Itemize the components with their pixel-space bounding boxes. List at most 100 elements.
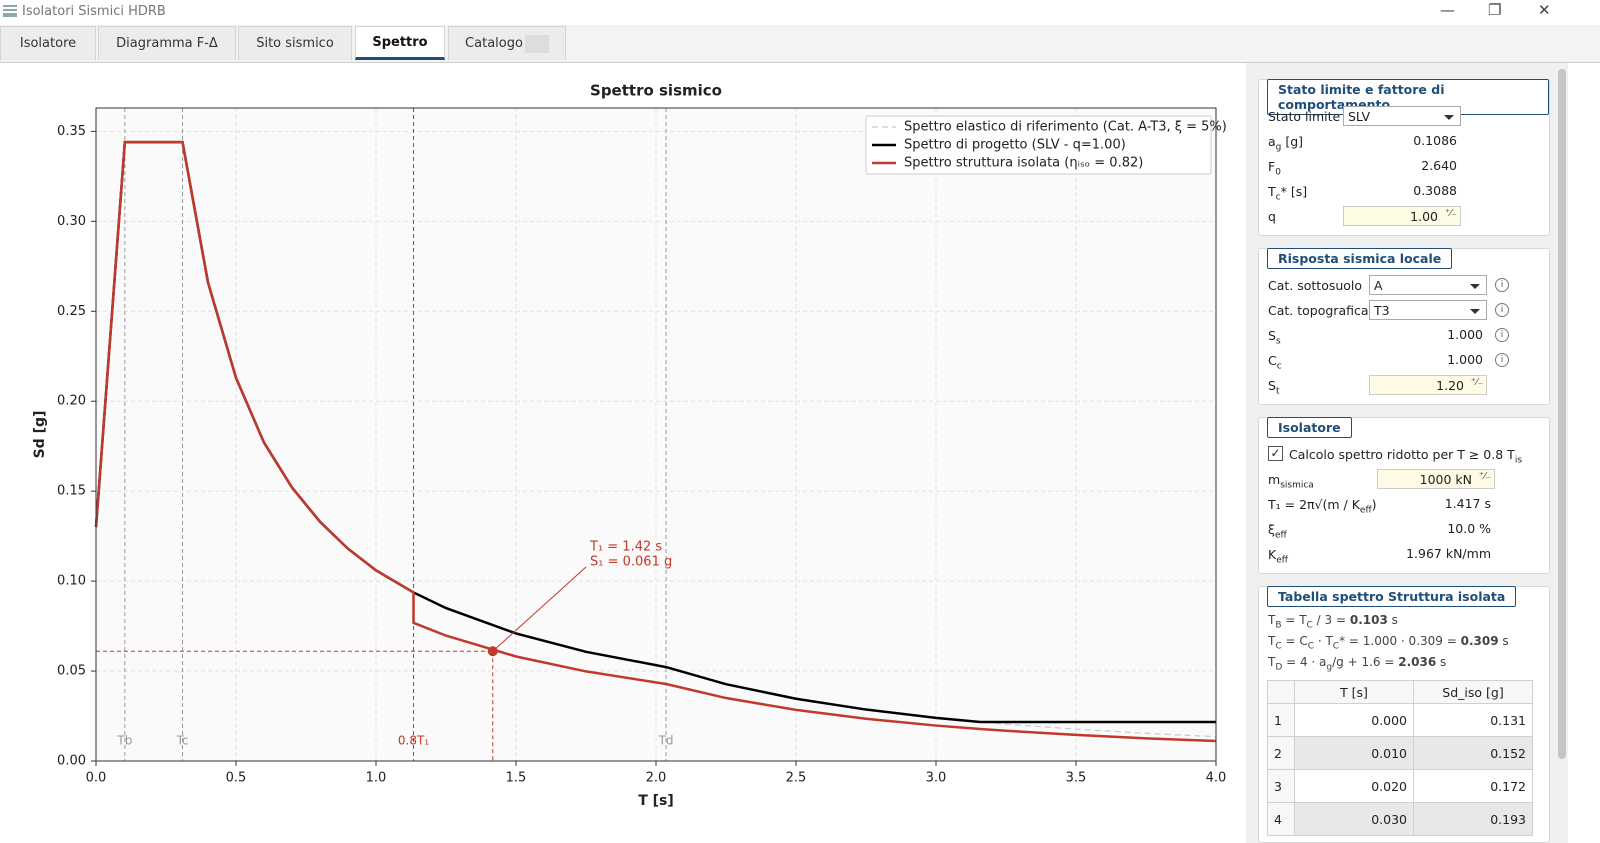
text: T — [1268, 655, 1276, 669]
side-panel: Stato limite e fattore di comportamento S… — [1246, 63, 1568, 843]
corner — [1267, 680, 1295, 704]
text: Cat. sottosuolo — [1268, 278, 1363, 293]
close-button[interactable]: ✕ — [1538, 1, 1551, 19]
column-header: T [s] — [1294, 680, 1414, 704]
table-cell: 0.131 — [1413, 703, 1533, 737]
text: T₁ = 2π√(m / K — [1268, 497, 1360, 512]
y-tick-label: 0.05 — [57, 664, 86, 679]
text: / 3 = — [1312, 613, 1350, 627]
text: a — [1268, 134, 1276, 149]
form-row: Stato limite SLV — [1259, 104, 1549, 129]
text: * = 1.000 · 0.309 = — [1339, 634, 1461, 648]
reference-label: Td — [658, 734, 674, 748]
field-label: T₁ = 2π√(m / Keff) — [1268, 497, 1377, 516]
text: F — [1268, 159, 1276, 174]
form-row: Cat. topografica T3 i — [1259, 298, 1549, 323]
subscript: c — [1276, 361, 1282, 372]
formula-line: TD = 4 · ag/g + 1.6 = 2.036 s — [1259, 653, 1549, 674]
tab-label: Diagramma F-Δ — [116, 36, 218, 51]
legend-entry: Spettro di progetto (SLV - q=1.00) — [904, 138, 1126, 153]
formula-line: TC = CC · TC* = 1.000 · 0.309 = 0.309 s — [1259, 632, 1549, 653]
info-icon[interactable]: i — [1495, 353, 1509, 367]
x-tick-label: 0.0 — [86, 771, 107, 786]
plot-frame — [95, 107, 1217, 762]
marker-point — [487, 646, 498, 657]
y-tick-label: 0.20 — [57, 394, 86, 409]
subscript: t — [1275, 386, 1280, 397]
legend: Spettro elastico di riferimento (Cat. A-… — [865, 115, 1227, 175]
bold-text: 0.309 — [1460, 634, 1499, 648]
subscript: 0 — [1275, 167, 1281, 178]
y-tick-label: 0.30 — [57, 214, 86, 229]
x-tick-label: 1.5 — [506, 771, 527, 786]
spin-input[interactable]: 1.00 — [1343, 206, 1461, 226]
text: = T — [1281, 613, 1307, 627]
x-tick-label: 0.5 — [226, 771, 247, 786]
bold-text: 2.036 — [1398, 655, 1437, 669]
scrollbar[interactable] — [1558, 69, 1566, 759]
subscript: eff — [1274, 530, 1287, 541]
form-row: Cc 1.000 i — [1259, 348, 1549, 373]
info-icon[interactable]: i — [1495, 303, 1509, 317]
checkbox[interactable]: ✓ — [1268, 446, 1283, 461]
subscript: g — [1275, 142, 1282, 153]
subscript: D — [1275, 662, 1283, 673]
text: /g + 1.6 = — [1332, 655, 1399, 669]
group-box: Stato limite e fattore di comportamento S… — [1258, 79, 1550, 236]
field-label: St — [1268, 378, 1279, 397]
row-number: 4 — [1267, 802, 1295, 836]
field-label: F0 — [1268, 159, 1281, 178]
field-value: 0.1086 — [1413, 133, 1457, 148]
combo-input[interactable]: T3 — [1369, 300, 1487, 320]
table-cell: 0.172 — [1413, 769, 1533, 803]
group-title: Isolatore — [1267, 417, 1352, 438]
tab[interactable]: Spettro — [355, 26, 445, 60]
combo-input[interactable]: A — [1369, 275, 1487, 295]
text: = C — [1281, 634, 1308, 648]
form-row: St 1.20 — [1259, 373, 1549, 398]
tab[interactable]: Diagramma F-Δ — [98, 26, 236, 60]
field-value: 2.640 — [1421, 158, 1457, 173]
info-icon[interactable]: i — [1495, 328, 1509, 342]
subscript: is — [1514, 455, 1523, 466]
form-row: F0 2.640 — [1259, 154, 1549, 179]
reference-label: Tc — [176, 734, 189, 748]
column-header: Sd_iso [g] — [1413, 680, 1533, 704]
info-icon[interactable]: i — [1495, 278, 1509, 292]
field-value: 1.000 — [1447, 352, 1483, 367]
series-line — [94, 140, 1217, 743]
minimize-button[interactable]: — — [1440, 1, 1455, 19]
text: ) — [1371, 497, 1377, 512]
subscript: c — [1275, 192, 1281, 203]
tab[interactable]: Isolatore — [0, 26, 96, 60]
field-label: Cc — [1268, 353, 1282, 372]
subscript: sismica — [1280, 480, 1314, 491]
spin-input[interactable]: 1.20 — [1369, 375, 1487, 395]
text: Stato limite — [1268, 109, 1341, 124]
tab[interactable]: Catalogo — [448, 26, 566, 60]
spin-input[interactable]: 1000 kN — [1377, 469, 1495, 489]
y-axis-label: Sd [g] — [32, 411, 48, 459]
field-value: 1.967 kN/mm — [1406, 546, 1491, 561]
x-tick-label: 2.0 — [646, 771, 667, 786]
table-cell: 0.152 — [1413, 736, 1533, 770]
text: S — [1268, 328, 1276, 343]
table-row: 1 0.000 0.131 — [1267, 703, 1533, 737]
field-value: 10.0 % — [1447, 521, 1491, 536]
combo-input[interactable]: SLV — [1343, 106, 1461, 126]
tab-label: Spettro — [372, 34, 428, 50]
maximize-button[interactable]: ❐ — [1488, 1, 1502, 19]
tab[interactable]: Sito sismico — [238, 26, 352, 60]
tab-badge — [524, 34, 549, 53]
data-table: T [s] Sd_iso [g] 1 0.000 0.131 2 0.010 0.152 3 0.… — [1267, 680, 1533, 836]
subscript: g — [1326, 662, 1333, 673]
text: * [s] — [1280, 184, 1308, 199]
text: T — [1268, 613, 1276, 627]
legend-entry: Spettro elastico di riferimento (Cat. A-… — [904, 120, 1227, 135]
tab-label: Sito sismico — [256, 36, 334, 51]
field-label: Ss — [1268, 328, 1281, 347]
table-cell: 0.193 — [1413, 802, 1533, 836]
form-row: msismica 1000 kN — [1259, 467, 1549, 492]
text: s — [1498, 634, 1509, 648]
